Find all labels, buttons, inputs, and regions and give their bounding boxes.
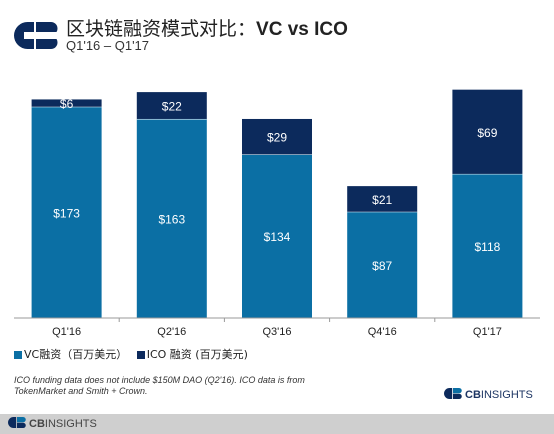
cb-insights-brand: CBINSIGHTS [444, 388, 533, 402]
x-tick-label-0: Q1'16 [52, 326, 81, 338]
bar-ico-0 [31, 99, 102, 107]
bar-ico-2 [242, 118, 312, 155]
legend-swatch-ico [136, 351, 145, 359]
data-label-ico-4: $69 [477, 126, 497, 140]
page-title: 区块链融资模式对比：VC vs ICO [66, 14, 348, 41]
data-label-ico-0: $6 [60, 97, 74, 111]
legend-swatch-vc [14, 351, 22, 359]
footer-cb-mark-icon [8, 417, 26, 431]
footer-cb: CB [29, 417, 45, 430]
cb-logo-icon [14, 22, 58, 49]
legend-label-ico: ICO 融资 (百万美元) [146, 348, 248, 361]
bar-vc-3 [347, 211, 418, 318]
bar-ico-1 [136, 92, 207, 119]
x-tick-label-1: Q2'16 [157, 326, 186, 338]
stacked-bar-chart: $173 $6 Q1'16 $163 $22 Q2'16 $134 $29 Q3'16 $87 $2… [14, 89, 540, 338]
data-label-vc-1: $163 [158, 212, 185, 226]
footer-bar [0, 414, 554, 434]
bar-vc-4 [452, 173, 523, 318]
page-subtitle: Q1'16 – Q1'17 [66, 38, 150, 53]
bar-ico-3 [347, 186, 418, 212]
bar-vc-1 [136, 118, 207, 319]
x-tick-label-4: Q1'17 [473, 326, 502, 338]
footer-brand: CBINSIGHTS [8, 417, 97, 431]
x-tick-label-2: Q3'16 [262, 326, 291, 338]
bar-ico-4 [452, 89, 523, 174]
chart-legend: VC融资（百万美元） ICO 融资 (百万美元) [14, 346, 254, 362]
data-label-vc-0: $173 [53, 206, 80, 220]
data-label-vc-2: $134 [264, 230, 291, 244]
legend-label-vc: VC融资（百万美元） [24, 348, 128, 361]
cb-mark-icon [444, 388, 462, 402]
brand-insights: INSIGHTS [480, 388, 533, 401]
legend-item-ico: ICO 融资 (百万美元) [136, 346, 248, 362]
legend-item-vc: VC融资（百万美元） [14, 346, 127, 362]
title-english: VC vs ICO [256, 19, 348, 40]
data-label-ico-2: $29 [267, 131, 287, 145]
bar-vc-2 [242, 154, 312, 318]
footer-insights: INSIGHTS [44, 417, 97, 430]
footnote: ICO funding data does not include $150M … [14, 375, 305, 396]
data-label-vc-4: $118 [474, 240, 500, 254]
data-label-ico-1: $22 [162, 100, 182, 114]
bar-vc-0 [31, 106, 102, 318]
brand-cb: CB [465, 388, 481, 401]
data-label-ico-3: $21 [372, 193, 392, 207]
data-label-vc-3: $87 [372, 259, 392, 273]
x-tick-label-3: Q4'16 [368, 326, 397, 338]
title-chinese: 区块链融资模式对比： [66, 19, 257, 40]
